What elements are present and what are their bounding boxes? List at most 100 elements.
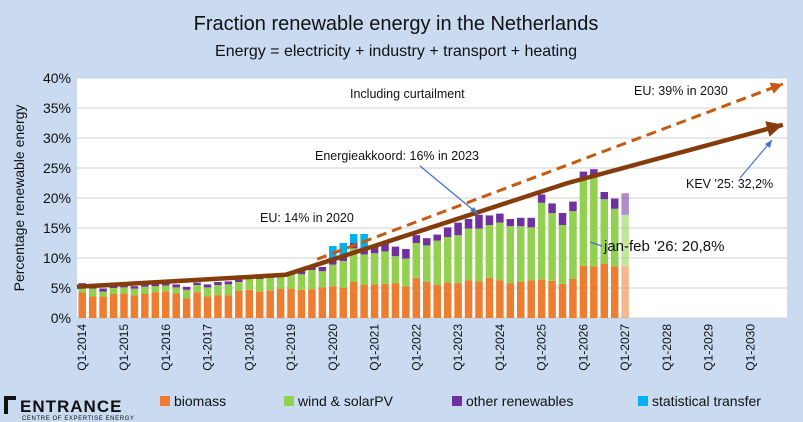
bar-segment (590, 177, 598, 267)
logo-mark-icon (4, 396, 16, 414)
bar-segment (329, 264, 337, 287)
bar-segment (235, 282, 243, 291)
legend-label-wind-solar: wind & solarPV (297, 393, 394, 409)
energieakkoord-pointer (419, 165, 479, 215)
bar-segment (579, 265, 588, 318)
bar-segment (412, 243, 421, 278)
bar-segment (329, 261, 337, 265)
bar-segment (329, 286, 337, 318)
bar-segment (370, 253, 379, 285)
bar-segment (443, 237, 452, 283)
bar-segment (339, 256, 348, 261)
entrance-logo: ENTRANCE CENTRE OF EXPERTISE ENERGY (4, 396, 134, 422)
y-axis-ticks: 0% 5% 10% 15% 20% 25% 30% 35% 40% (43, 70, 71, 326)
bar-segment (172, 293, 180, 318)
bar-segment (569, 201, 577, 212)
bar-segment (151, 283, 160, 287)
y-tick-label: 25% (43, 160, 71, 176)
bar-segment (287, 288, 295, 318)
bar-segment (569, 211, 577, 279)
energieakkoord-pointer-head (470, 207, 478, 214)
bar-segment (485, 277, 494, 318)
bar-segment (506, 226, 515, 284)
bar-segment (161, 283, 170, 286)
legend-label-statistical: statistical transfer (652, 393, 761, 409)
bar-segment (464, 228, 473, 281)
bar-segment (308, 289, 316, 318)
bar-segment (433, 240, 441, 285)
bar-segment (496, 222, 504, 281)
bar-segment (360, 254, 368, 285)
bar-segment (276, 288, 285, 318)
trend-line-eu-target (316, 82, 784, 261)
legend-swatch-statistical (638, 396, 648, 406)
bar-segment (224, 284, 233, 296)
bar-segment (423, 238, 431, 246)
bar-segment (402, 258, 410, 287)
bar-segment (621, 193, 629, 215)
y-tick-label: 15% (43, 220, 71, 236)
bar-segment (464, 280, 473, 318)
bar-segment (360, 285, 368, 318)
bar-segment (172, 287, 180, 294)
x-axis-ticks: Q1-2014 Q1-2015 Q1-2016 Q1-2017 Q1-2018 Q1-20… (75, 324, 757, 371)
kev-pointer (739, 139, 773, 179)
bar-segment (172, 284, 180, 288)
bar-segment (203, 296, 212, 318)
bar-segment (161, 291, 170, 318)
bar-segment (579, 171, 588, 180)
bar-segment (130, 288, 139, 296)
annotation-energieakkoord: Energieakkoord: 16% in 2023 (315, 149, 479, 163)
x-tick-label: Q1-2017 (201, 324, 215, 371)
bar-segment (339, 288, 348, 318)
bar-segment (193, 285, 201, 293)
bar-segment (245, 289, 254, 318)
bar-segment (78, 286, 86, 293)
bar-segment (496, 280, 504, 318)
y-tick-label: 30% (43, 130, 71, 146)
bar-segment (537, 279, 546, 318)
x-tick-label: Q1-2028 (660, 324, 674, 371)
annotation-janfeb: jan-feb '26: 20,8% (603, 238, 724, 255)
x-tick-label: Q1-2027 (618, 324, 632, 371)
bar-segment (141, 286, 149, 294)
bar-segment (120, 293, 128, 318)
annotation-eu2030: EU: 39% in 2030 (634, 84, 728, 98)
bar-segment (266, 276, 274, 291)
bar-segment (610, 198, 619, 209)
bar-segment (109, 294, 118, 318)
x-tick-label: Q1-2021 (368, 324, 382, 371)
bar-segment (276, 277, 285, 289)
kev-pointer-head (765, 140, 772, 148)
bar-segment (475, 228, 483, 282)
bar-segment (297, 274, 306, 290)
annotation-curtailment: Including curtailment (350, 87, 465, 101)
bar-segment (318, 267, 327, 272)
bar-segment (454, 222, 462, 236)
bar-segment (214, 295, 222, 318)
bar-segment (558, 213, 567, 225)
bar-segment (423, 245, 431, 282)
bar-segment (433, 234, 441, 241)
bar-segment (214, 282, 222, 285)
bar-segment (141, 294, 149, 318)
trend-lines (76, 82, 784, 290)
bar-segment (569, 279, 577, 318)
bar-segment (318, 271, 327, 288)
y-axis-label: Percentage renewable energy (11, 105, 27, 292)
bar-segment (423, 282, 431, 318)
bar-segment (120, 287, 128, 294)
bar-segment (537, 202, 546, 280)
chart-title: Fraction renewable energy in the Netherl… (194, 13, 599, 35)
bar-segment (370, 244, 379, 254)
bar-segment (527, 227, 535, 281)
legend-label-other: other renewables (466, 393, 573, 409)
bar-segment (516, 226, 525, 282)
bar-segment (621, 214, 629, 267)
bar-segment (99, 291, 107, 297)
bar-segment (297, 271, 306, 275)
x-tick-label: Q1-2024 (493, 324, 507, 371)
bars-group (78, 169, 629, 318)
trend-line-actual (76, 122, 784, 290)
